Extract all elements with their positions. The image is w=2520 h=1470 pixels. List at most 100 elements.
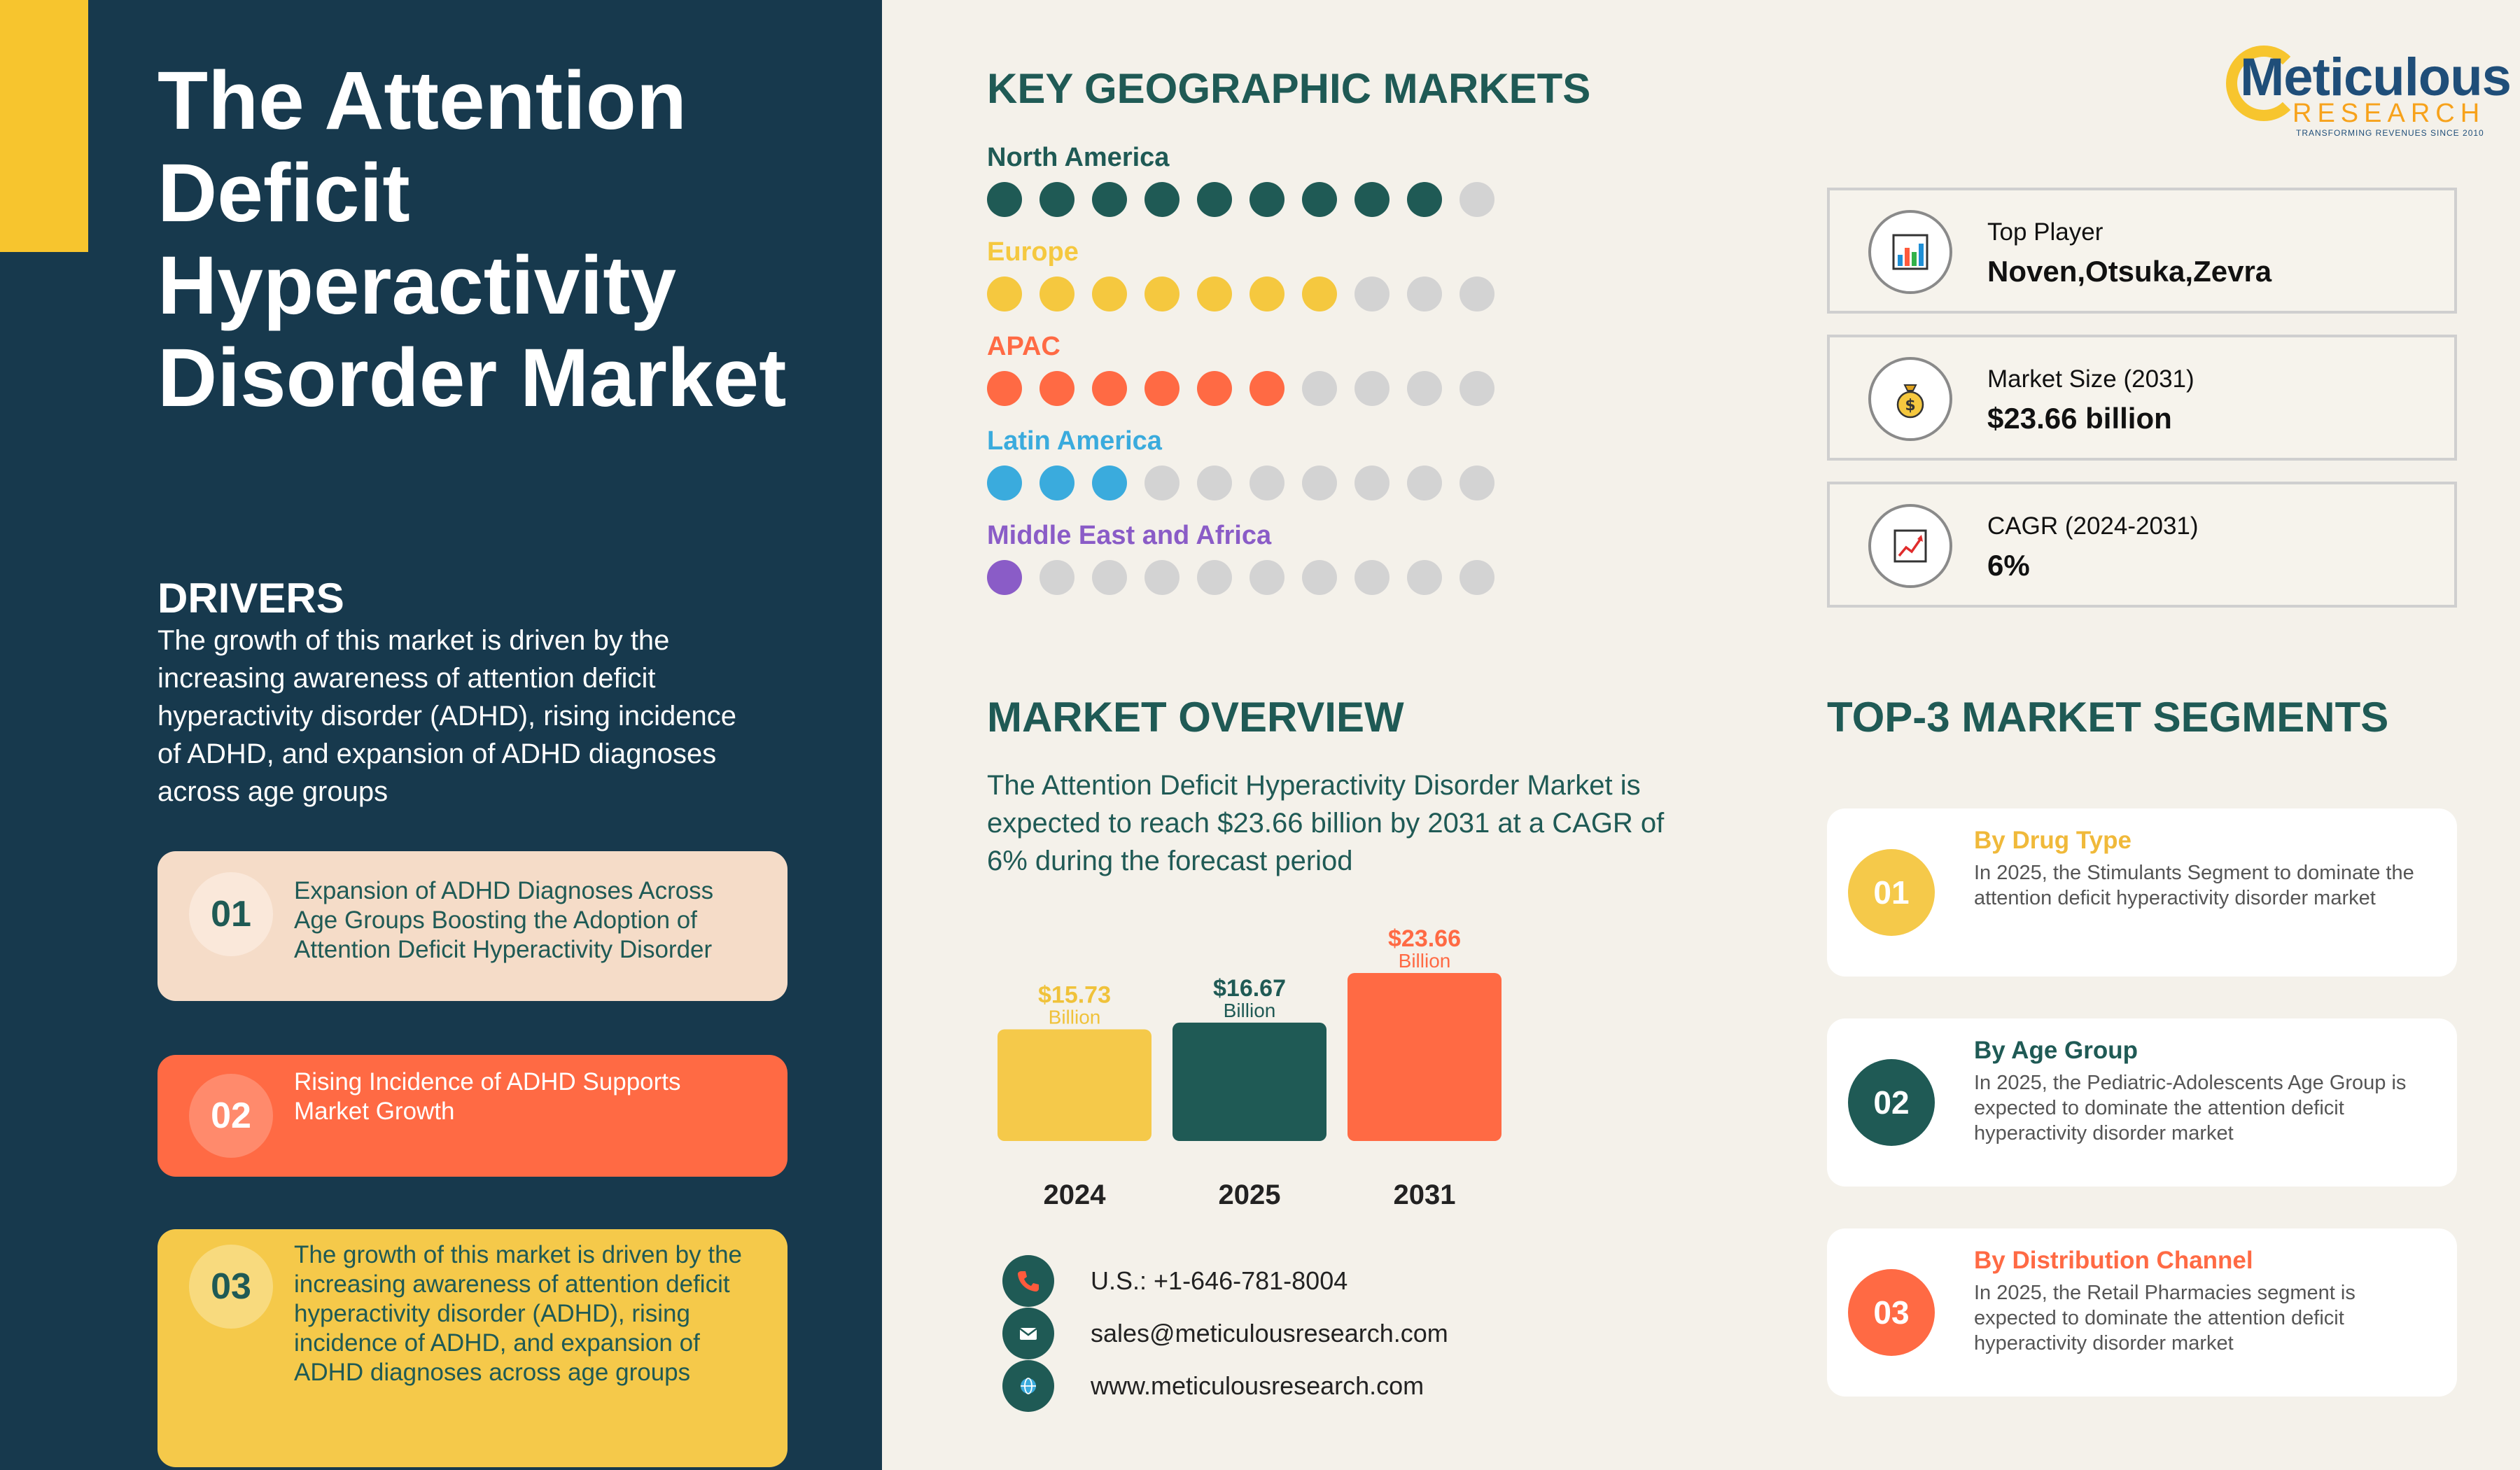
region-dots bbox=[987, 276, 1494, 312]
globe-icon bbox=[1002, 1360, 1054, 1412]
filled-dot bbox=[1144, 371, 1180, 406]
empty-dot bbox=[1460, 371, 1494, 406]
empty-dot bbox=[1354, 465, 1390, 500]
empty-dot bbox=[1250, 560, 1284, 595]
segment-description: In 2025, the Stimulants Segment to domin… bbox=[1974, 862, 2414, 909]
bar-value-label: $23.66 bbox=[1388, 925, 1461, 952]
filled-dot bbox=[1144, 182, 1180, 217]
empty-dot bbox=[1407, 465, 1442, 500]
region-name: APAC bbox=[987, 332, 1060, 361]
geo-region: Europe bbox=[987, 237, 1494, 312]
segment-description: In 2025, the Pediatric-Adolescents Age G… bbox=[1974, 1072, 2407, 1144]
empty-dot bbox=[1407, 560, 1442, 595]
bar-category-label: 2024 bbox=[1044, 1180, 1107, 1210]
segments-heading: TOP-3 MARKET SEGMENTS bbox=[1827, 694, 2389, 741]
logo-sub-text: RESEARCH bbox=[2292, 99, 2486, 128]
region-dots bbox=[987, 371, 1494, 406]
driver-card-2: 02 Rising Incidence of ADHD Supports Mar… bbox=[158, 1055, 788, 1177]
filled-dot bbox=[1092, 182, 1127, 217]
filled-dot bbox=[1040, 276, 1074, 312]
bar-2025 bbox=[1172, 1022, 1326, 1141]
segment-number: 03 bbox=[1848, 1269, 1935, 1356]
empty-dot bbox=[1197, 465, 1232, 500]
empty-dot bbox=[1407, 276, 1442, 312]
empty-dot bbox=[1354, 276, 1390, 312]
page-title: The Attention Deficit Hyperactivity Diso… bbox=[158, 55, 787, 424]
phone-icon bbox=[1002, 1255, 1054, 1307]
drivers-description: The growth of this market is driven by t… bbox=[158, 625, 736, 807]
empty-dot bbox=[1197, 560, 1232, 595]
filled-dot bbox=[1407, 182, 1442, 217]
bar-unit-label: Billion bbox=[1399, 950, 1451, 972]
geo-region: Latin America bbox=[987, 426, 1494, 500]
segment-title: By Age Group bbox=[1974, 1037, 2138, 1064]
segment-card-2: 02 By Age Group In 2025, the Pediatric-A… bbox=[1827, 1018, 2457, 1186]
money-bag-icon: $ bbox=[1868, 357, 1952, 441]
stat-cagr: CAGR (2024-2031) 6% bbox=[1827, 482, 2457, 608]
empty-dot bbox=[1460, 276, 1494, 312]
filled-dot bbox=[1197, 371, 1232, 406]
bar-chart-icon bbox=[1868, 210, 1952, 294]
segment-title: By Distribution Channel bbox=[1974, 1247, 2253, 1274]
region-name: North America bbox=[987, 143, 1170, 172]
empty-dot bbox=[1144, 465, 1180, 500]
region-dots bbox=[987, 182, 1494, 217]
empty-dot bbox=[1144, 560, 1180, 595]
contact-email[interactable]: sales@meticulousresearch.com bbox=[1002, 1308, 1448, 1359]
contact-website[interactable]: www.meticulousresearch.com bbox=[1002, 1360, 1424, 1412]
filled-dot bbox=[1197, 276, 1232, 312]
bar-unit-label: Billion bbox=[1224, 1000, 1276, 1021]
geo-region: APAC bbox=[987, 332, 1494, 406]
driver-number: 03 bbox=[189, 1245, 273, 1329]
driver-card-3: 03 The growth of this market is driven b… bbox=[158, 1229, 788, 1467]
region-name: Latin America bbox=[987, 426, 1162, 456]
empty-dot bbox=[1250, 465, 1284, 500]
empty-dot bbox=[1302, 371, 1337, 406]
empty-dot bbox=[1460, 182, 1494, 217]
segment-card-1: 01 By Drug Type In 2025, the Stimulants … bbox=[1827, 808, 2457, 976]
region-dots bbox=[987, 465, 1494, 500]
bar-value-label: $15.73 bbox=[1038, 981, 1111, 1008]
bar-category-label: 2031 bbox=[1394, 1180, 1456, 1210]
drivers-heading: DRIVERS bbox=[158, 575, 344, 622]
empty-dot bbox=[1302, 560, 1337, 595]
filled-dot bbox=[987, 276, 1022, 312]
filled-dot bbox=[1144, 276, 1180, 312]
market-size-bar-chart: $15.73Billion2024$16.67Billion2025$23.66… bbox=[997, 925, 1502, 1210]
empty-dot bbox=[1302, 465, 1337, 500]
bar-2031 bbox=[1348, 973, 1502, 1141]
overview-text: The Attention Deficit Hyperactivity Diso… bbox=[987, 770, 1665, 876]
left-panel: The Attention Deficit Hyperactivity Diso… bbox=[0, 0, 882, 1470]
filled-dot bbox=[1092, 276, 1127, 312]
bar-unit-label: Billion bbox=[1049, 1006, 1101, 1028]
stat-market-size: $ Market Size (2031) $23.66 billion bbox=[1827, 335, 2457, 461]
filled-dot bbox=[1250, 371, 1284, 406]
stat-top-player: Top Player Noven,Otsuka,Zevra bbox=[1827, 188, 2457, 314]
company-logo: Meticulous RESEARCH TRANSFORMING REVENUE… bbox=[2226, 38, 2512, 150]
empty-dot bbox=[1407, 371, 1442, 406]
empty-dot bbox=[1354, 371, 1390, 406]
filled-dot bbox=[1250, 276, 1284, 312]
stat-value: Noven,Otsuka,Zevra bbox=[1987, 255, 2272, 288]
region-name: Europe bbox=[987, 237, 1079, 267]
driver-text: The growth of this market is driven by t… bbox=[294, 1241, 742, 1386]
bar-value-label: $16.67 bbox=[1213, 975, 1286, 1002]
filled-dot bbox=[1040, 182, 1074, 217]
bar-category-label: 2025 bbox=[1219, 1180, 1281, 1210]
contact-phone[interactable]: U.S.: +1-646-781-8004 bbox=[1002, 1255, 1348, 1307]
logo-main-text: Meticulous bbox=[2240, 48, 2512, 107]
filled-dot bbox=[1197, 182, 1232, 217]
driver-card-1: 01 Expansion of ADHD Diagnoses Across Ag… bbox=[158, 851, 788, 1001]
driver-text: Rising Incidence of ADHD Supports Market… bbox=[294, 1068, 681, 1125]
driver-number: 01 bbox=[189, 872, 273, 956]
stat-label: CAGR (2024-2031) bbox=[1987, 512, 2199, 540]
contact-text: U.S.: +1-646-781-8004 bbox=[1091, 1266, 1348, 1295]
filled-dot bbox=[1040, 371, 1074, 406]
stat-value: 6% bbox=[1987, 549, 2030, 582]
contact-text: www.meticulousresearch.com bbox=[1091, 1371, 1424, 1400]
mail-icon bbox=[1002, 1308, 1054, 1359]
region-name: Middle East and Africa bbox=[987, 521, 1272, 550]
filled-dot bbox=[1092, 465, 1127, 500]
contact-text: sales@meticulousresearch.com bbox=[1091, 1319, 1448, 1348]
yellow-accent-tab bbox=[0, 0, 88, 252]
